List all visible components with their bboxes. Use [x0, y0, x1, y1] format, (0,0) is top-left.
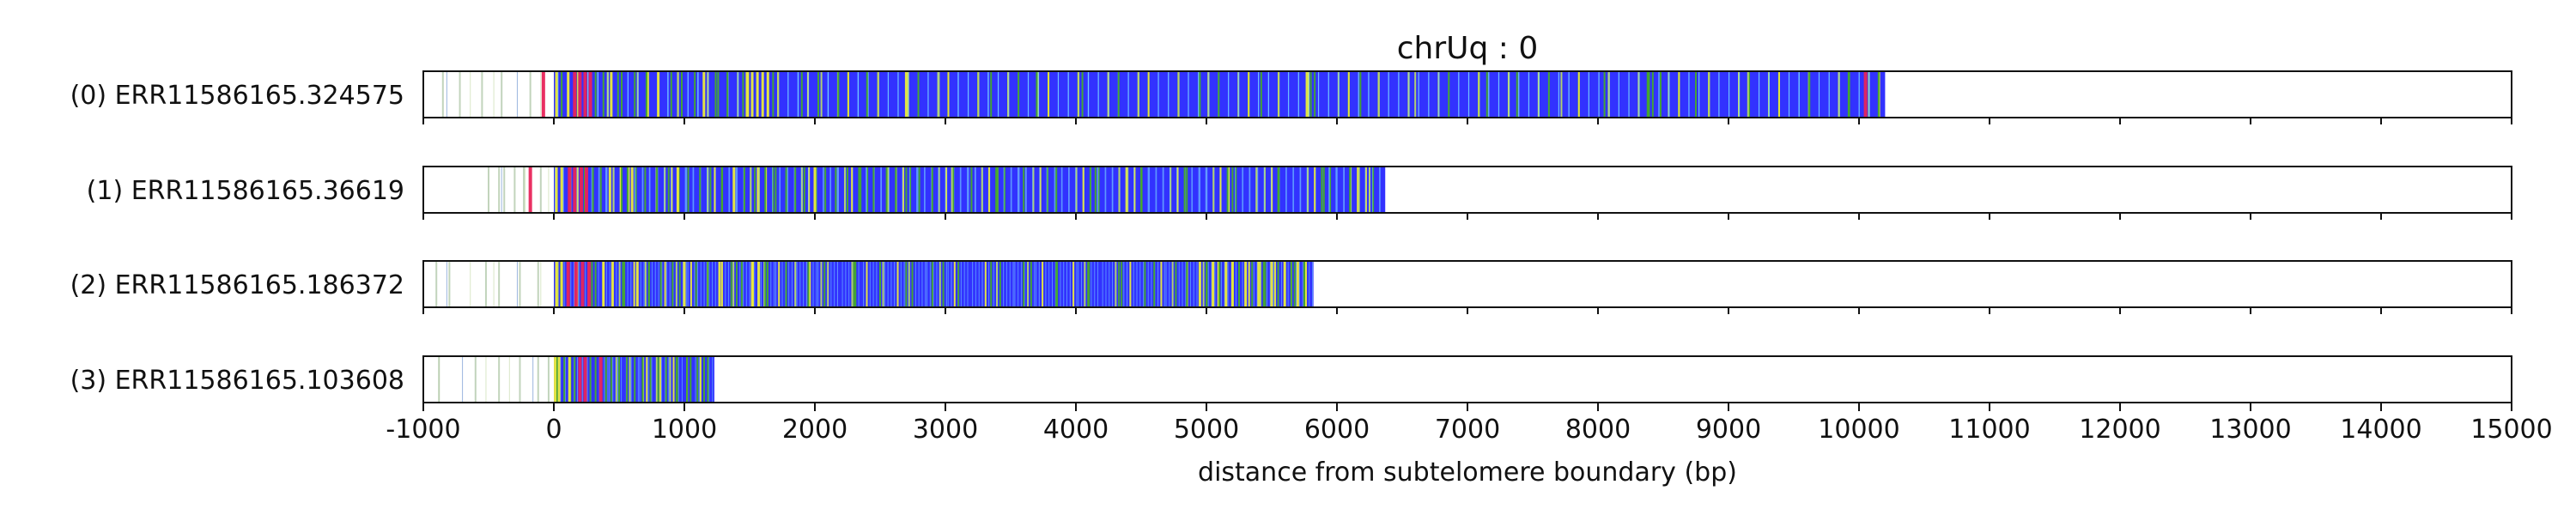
x-tick-label: 6000	[1304, 415, 1370, 445]
x-tick-label: 4000	[1043, 415, 1109, 445]
x-tick-label: 11000	[1948, 415, 2030, 445]
track-label: (2) ERR11586165.186372	[70, 270, 404, 300]
x-tick-label: 8000	[1565, 415, 1631, 445]
track-background	[423, 356, 2512, 403]
x-tick-label: 10000	[1818, 415, 1899, 445]
track-label: (0) ERR11586165.324575	[70, 81, 404, 111]
track-label: (3) ERR11586165.103608	[70, 366, 404, 396]
track-2: (2) ERR11586165.186372	[70, 260, 2512, 314]
x-axis: -1000 0 1000 2000 3000 4000 5000 6000 7000 8000 90…	[386, 403, 2553, 445]
chart-title: chrUq : 0	[1397, 31, 1539, 66]
x-axis-label: distance from subtelomere boundary (bp)	[1198, 457, 1737, 488]
track-1: (1) ERR11586165.36619	[87, 166, 2512, 220]
x-tick-label: 3000	[913, 415, 978, 445]
x-tick-label: 2000	[782, 415, 848, 445]
x-tick-label: 14000	[2340, 415, 2421, 445]
track-label: (1) ERR11586165.36619	[87, 176, 404, 206]
x-tick-label: 1000	[652, 415, 717, 445]
track-0: (0) ERR11586165.324575	[70, 70, 2512, 124]
x-tick-label: 5000	[1174, 415, 1239, 445]
read-body	[554, 167, 1386, 213]
x-tick-label: 15000	[2470, 415, 2552, 445]
x-tick-label: 7000	[1435, 415, 1500, 445]
x-tick-label: 9000	[1696, 415, 1761, 445]
tracks-layer: (0) ERR11586165.324575 (1) ERR11586165.36…	[70, 70, 2512, 409]
x-tick-label: 0	[545, 415, 562, 445]
x-tick-label: 12000	[2079, 415, 2160, 445]
x-tick-label: 13000	[2209, 415, 2291, 445]
track-3: (3) ERR11586165.103608	[70, 355, 2512, 409]
x-tick-label: -1000	[386, 415, 460, 445]
